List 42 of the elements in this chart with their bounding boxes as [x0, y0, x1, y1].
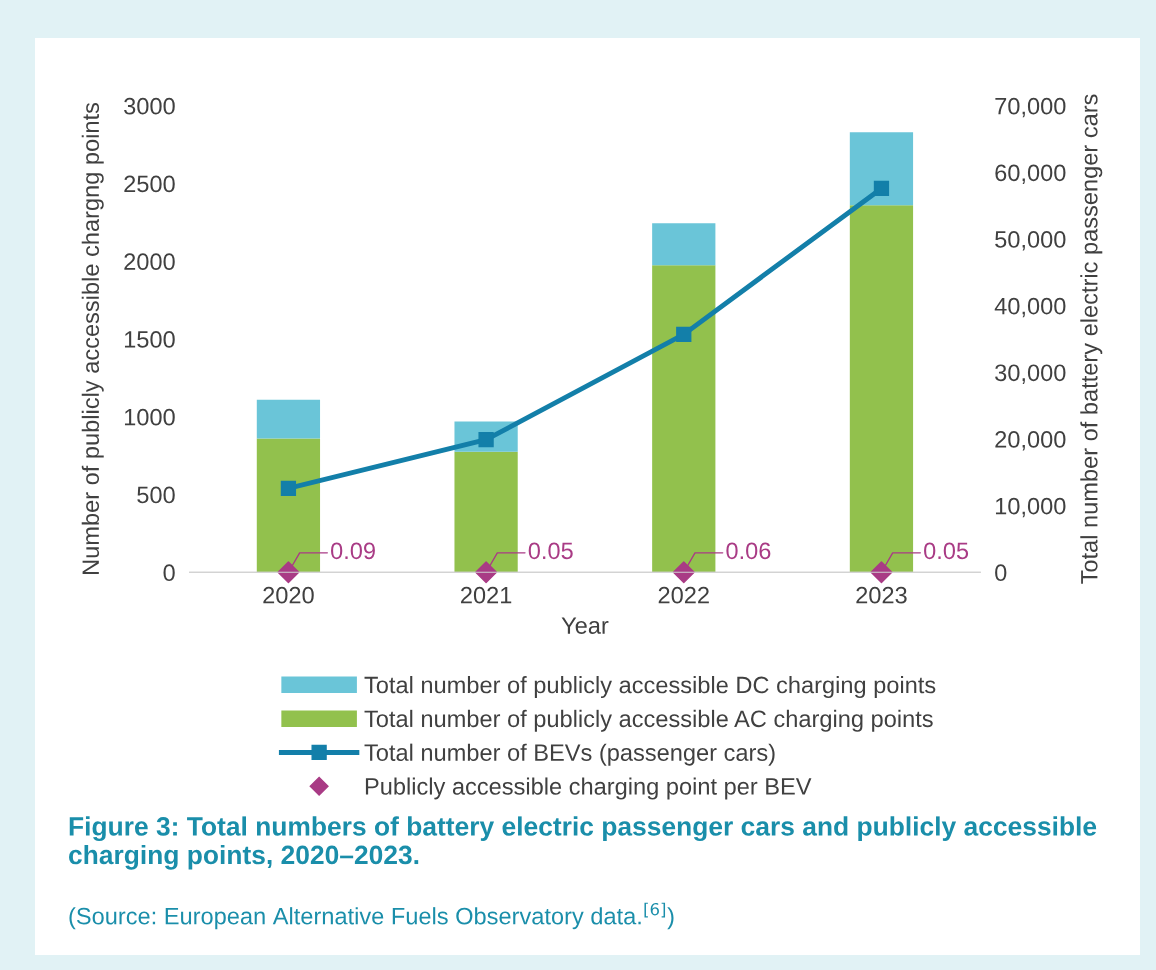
point	[280, 480, 297, 496]
bar	[256, 438, 321, 573]
y2-tick-label: 0	[995, 564, 1007, 582]
y-tick-label: 0	[163, 564, 175, 582]
point	[676, 326, 692, 342]
data-label: 0.09	[331, 542, 375, 560]
y-tick-label: 3000	[124, 97, 175, 115]
text: (Source: European Alternative Fuels Observatory data.$^{[6]}$)	[69, 902, 674, 930]
x-tick-label: 2022	[658, 586, 709, 604]
bar	[652, 223, 716, 266]
x-axis-title: Year	[561, 617, 609, 634]
y-tick-label: 1500	[124, 331, 175, 348]
y2-tick-label: 50,000	[995, 231, 1066, 251]
data-label: 0.05	[528, 542, 573, 560]
bar	[652, 265, 716, 573]
bar	[849, 132, 914, 206]
y-tick-label: 2000	[124, 253, 175, 271]
legend-label: Total number of publicly accessible AC charging points	[364, 709, 933, 732]
y2-tick-label: 70,000	[995, 97, 1066, 118]
legend-label: Total number of BEVs (passenger cars)	[364, 743, 775, 766]
y-axis-title: Number of publicly accessible chargng points	[81, 102, 104, 574]
x-tick-label: 2021	[461, 586, 512, 604]
y2-tick-label: 20,000	[995, 431, 1066, 451]
y2-tick-label: 10,000	[995, 497, 1066, 518]
y-tick-label: 500	[137, 486, 175, 504]
legend-label: Publicly accessible charging point per BEV	[365, 777, 812, 800]
bar	[454, 451, 518, 573]
bar	[256, 399, 321, 439]
y-tick-label: 1000	[124, 408, 175, 426]
point	[873, 180, 890, 197]
y2-tick-label: 40,000	[994, 297, 1066, 318]
data-label: 0.05	[924, 542, 969, 560]
data-label: 0.06	[726, 542, 771, 560]
x-tick-label: 2020	[263, 586, 314, 604]
y-tick-label: 2500	[124, 175, 175, 193]
legend-label: Total number of publicly accessible DC charging points	[364, 676, 936, 699]
x-tick-label: 2023	[856, 586, 907, 604]
y2-tick-label: 30,000	[995, 364, 1066, 384]
bar	[849, 205, 914, 573]
text: Figure 3: Total numbers of battery electric passenger cars and publicly accessible charging points, 2020–2023.	[69, 816, 1097, 870]
y2-axis-title: Total number of battery electric passenger cars	[1080, 94, 1103, 584]
y2-tick-label: 60,000	[995, 164, 1066, 184]
